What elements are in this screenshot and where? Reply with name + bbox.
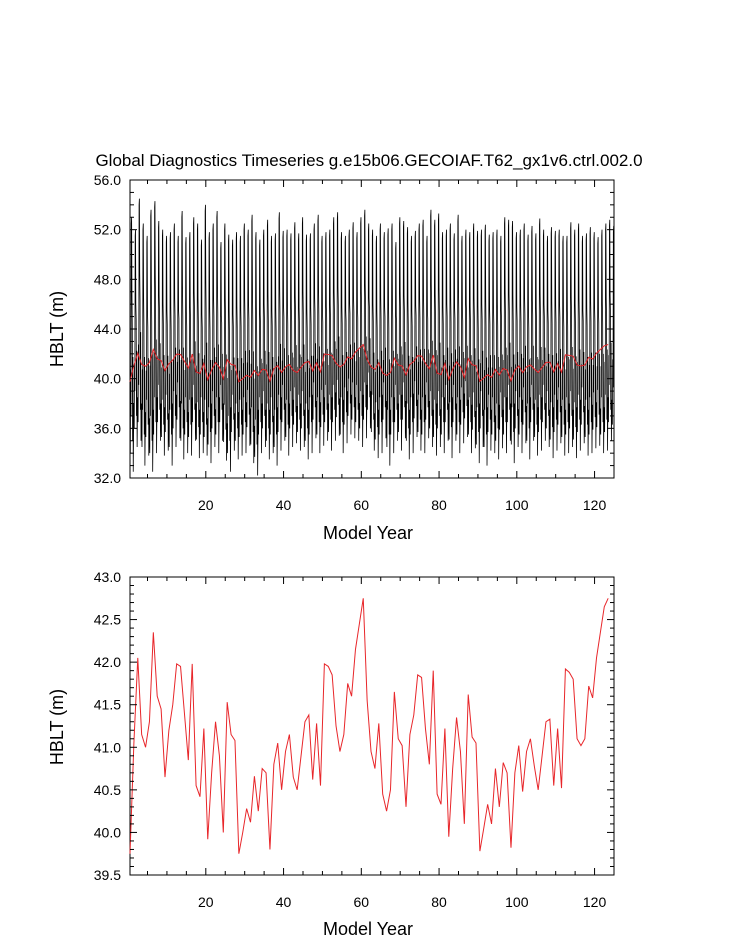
y-tick-label: 41.0: [94, 739, 121, 755]
x-tick-label: 20: [198, 894, 214, 910]
annual-mean-line-bottom: [129, 598, 609, 854]
monthly-series-line: [129, 198, 615, 476]
y-tick-label: 42.5: [94, 612, 121, 628]
y-tick-label: 44.0: [94, 321, 121, 337]
bottom-axes: [129, 576, 615, 876]
bottom-annual-series: [129, 598, 609, 854]
y-tick-label: 43.0: [94, 569, 121, 585]
y-tick-label: 41.5: [94, 697, 121, 713]
x-tick-label: 80: [431, 894, 447, 910]
y-tick-label: 48.0: [94, 271, 121, 287]
y-tick-label: 52.0: [94, 222, 121, 238]
y-tick-label: 36.0: [94, 420, 121, 436]
y-tick-label: 56.0: [94, 172, 121, 188]
bottom-panel: 20 40 60 80 100 120 39.5 40.0 40.5 41.0 41.5 42.0 42…: [47, 569, 615, 939]
x-tick-label: 120: [583, 894, 607, 910]
x-tick-label: 40: [276, 497, 292, 513]
x-tick-label: 60: [354, 497, 370, 513]
plot-frame: [129, 576, 615, 876]
y-tick-label: 32.0: [94, 470, 121, 486]
x-tick-label: 100: [505, 497, 529, 513]
x-tick-label: 40: [276, 894, 292, 910]
y-tick-label: 42.0: [94, 654, 121, 670]
bottom-ticks: 20 40 60 80 100 120 39.5 40.0 40.5 41.0 41.5 42.0 42…: [94, 569, 615, 910]
y-tick-label: 40.5: [94, 782, 121, 798]
top-monthly-series: [129, 198, 615, 476]
y-tick-label: 40.0: [94, 824, 121, 840]
top-x-axis-title: Model Year: [323, 523, 413, 543]
top-ticks: 20 40 60 80 100 120 32.0 36.0 40.0 44.0 48.0 52.0 56…: [94, 172, 615, 513]
chart-title: Global Diagnostics Timeseries g.e15b06.G…: [95, 151, 642, 170]
bottom-x-axis-title: Model Year: [323, 919, 413, 939]
y-tick-label: 39.5: [94, 867, 121, 883]
annual-mean-line-top: [129, 343, 609, 383]
y-tick-label: 40.0: [94, 371, 121, 387]
x-tick-label: 100: [505, 894, 529, 910]
x-tick-label: 60: [354, 894, 370, 910]
top-y-axis-title: HBLT (m): [47, 291, 67, 367]
top-panel: 20 40 60 80 100 120 32.0 36.0 40.0 44.0 48.0 52.0 56…: [47, 172, 615, 543]
x-tick-label: 20: [198, 497, 214, 513]
x-tick-label: 80: [431, 497, 447, 513]
top-annual-series: [129, 343, 609, 383]
x-tick-label: 120: [583, 497, 607, 513]
bottom-y-axis-title: HBLT (m): [47, 689, 67, 765]
